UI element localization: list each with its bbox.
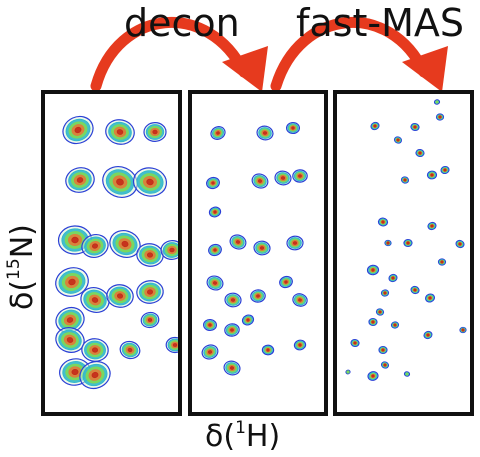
contour-peak bbox=[384, 239, 392, 247]
contour-peak bbox=[345, 369, 351, 375]
contour-peak bbox=[424, 293, 436, 303]
contour-peak bbox=[293, 339, 307, 351]
contour-peak bbox=[415, 148, 425, 158]
contour-peak bbox=[143, 122, 167, 142]
contour-peak bbox=[241, 314, 255, 326]
contour-peak bbox=[229, 234, 247, 250]
contour-peak bbox=[201, 344, 219, 360]
contour-peak bbox=[367, 371, 379, 381]
contour-peak bbox=[203, 318, 217, 332]
contour-peak bbox=[423, 330, 433, 340]
contour-peak bbox=[106, 284, 134, 308]
contour-peak bbox=[292, 169, 308, 183]
x-axis-label-prefix: δ( bbox=[205, 419, 236, 454]
contour-peak bbox=[253, 240, 271, 256]
contour-peak bbox=[256, 125, 274, 141]
contour-peak bbox=[279, 275, 293, 289]
contour-peak bbox=[375, 308, 385, 316]
contour-peak bbox=[426, 170, 438, 180]
contour-peak bbox=[390, 321, 400, 329]
arrow-decon bbox=[90, 17, 250, 92]
y-axis-isotope-symbol: N bbox=[5, 235, 40, 259]
contour-peak bbox=[251, 173, 269, 189]
contour-peak bbox=[380, 289, 390, 297]
contour-peak bbox=[102, 166, 138, 198]
contour-peak bbox=[208, 206, 222, 218]
contour-peak bbox=[393, 136, 403, 144]
step-label-fast-mas: fast-MAS bbox=[296, 1, 464, 45]
contour-peak bbox=[350, 338, 360, 348]
arrow-fast-mas bbox=[270, 17, 430, 92]
y-axis-label-prefix: δ( bbox=[5, 279, 40, 310]
arrow-decon-head bbox=[222, 46, 268, 92]
contour-peak bbox=[455, 239, 465, 249]
x-axis-label-suffix: ) bbox=[268, 419, 281, 454]
contour-peak bbox=[261, 344, 275, 356]
contour-peak bbox=[403, 238, 413, 248]
contour-peak bbox=[132, 167, 168, 197]
contour-peak bbox=[410, 285, 420, 295]
y-axis-label: δ(15N) bbox=[4, 224, 40, 310]
deconvolved-spectrum-panel bbox=[201, 121, 308, 376]
contour-peak bbox=[119, 340, 141, 360]
contour-peak bbox=[433, 99, 441, 105]
contour-peak bbox=[440, 165, 450, 175]
contour-peak bbox=[403, 371, 411, 377]
contour-peak bbox=[435, 113, 445, 121]
contour-peak bbox=[65, 167, 95, 193]
contour-peak bbox=[208, 243, 222, 257]
contour-peak bbox=[140, 311, 160, 329]
contour-peak bbox=[109, 229, 141, 259]
contour-peak bbox=[81, 338, 109, 362]
contour-peak bbox=[224, 292, 242, 308]
raw-spectrum-panel bbox=[55, 115, 180, 390]
contour-peak bbox=[81, 234, 109, 258]
contour-peak bbox=[79, 360, 111, 390]
contour-peak bbox=[437, 258, 447, 266]
contour-peak bbox=[410, 122, 420, 132]
arrow-fast-mas-head bbox=[402, 46, 448, 92]
contour-peak bbox=[368, 317, 378, 327]
step-label-decon: decon bbox=[124, 1, 240, 45]
y-axis-label-suffix: ) bbox=[5, 224, 40, 236]
contour-peak bbox=[206, 176, 220, 190]
contour-peak bbox=[62, 115, 94, 145]
contour-peak bbox=[250, 289, 266, 303]
contour-peak bbox=[370, 121, 380, 131]
contour-peak bbox=[224, 323, 240, 337]
y-axis-isotope-mass: 15 bbox=[4, 258, 24, 280]
contour-peak bbox=[292, 293, 308, 307]
contour-peak bbox=[136, 243, 164, 267]
contour-peak bbox=[210, 126, 226, 140]
contour-peak bbox=[286, 121, 300, 135]
contour-peak bbox=[459, 326, 467, 334]
fast-mas-spectrum-panel bbox=[345, 99, 467, 381]
contour-peak bbox=[380, 361, 390, 369]
contour-peak bbox=[223, 360, 241, 376]
contour-peak bbox=[80, 287, 110, 313]
x-axis-isotope-symbol: H bbox=[245, 419, 269, 454]
contour-peak bbox=[427, 221, 437, 231]
fast-mas-spectrum-frame bbox=[333, 90, 474, 416]
contour-peak bbox=[160, 240, 180, 260]
contour-peak bbox=[378, 346, 388, 355]
contour-peak bbox=[274, 170, 292, 186]
contour-peak bbox=[400, 176, 410, 184]
contour-peak bbox=[105, 119, 135, 145]
contour-peak bbox=[55, 327, 85, 353]
contour-peak bbox=[206, 275, 224, 291]
contour-peak bbox=[286, 235, 304, 251]
contour-peak bbox=[388, 273, 398, 283]
raw-spectrum-frame bbox=[41, 90, 182, 416]
contour-peak bbox=[57, 225, 93, 255]
contour-peak bbox=[55, 306, 85, 334]
contour-peak bbox=[377, 217, 389, 227]
x-axis-isotope-mass: 1 bbox=[235, 418, 246, 438]
x-axis-label: δ(1H) bbox=[205, 420, 280, 452]
contour-peak bbox=[366, 264, 380, 276]
deconvolved-spectrum-frame bbox=[188, 90, 328, 416]
contour-peak bbox=[55, 267, 89, 297]
contour-peak bbox=[136, 280, 164, 304]
